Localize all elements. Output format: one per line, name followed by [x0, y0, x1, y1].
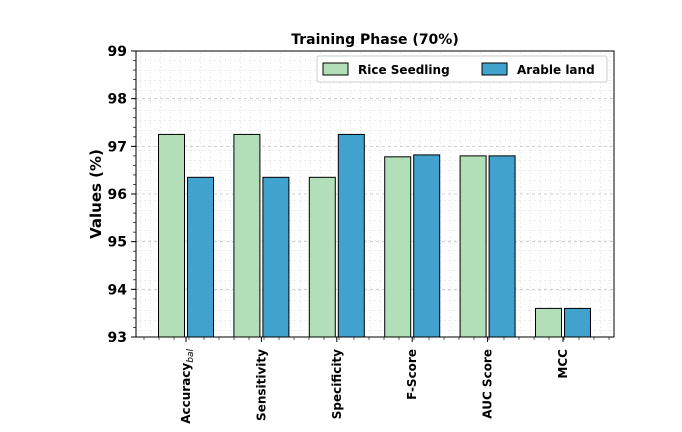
bar-arable-land — [488, 155, 516, 338]
y-tick-label: 99 — [108, 44, 127, 60]
legend-label-rice-seedling: Rice Seedling — [358, 63, 450, 77]
chart-title: Training Phase (70%) — [291, 32, 458, 48]
x-tick-label: F-Score — [405, 349, 419, 400]
x-tick-label: MCC — [556, 349, 570, 379]
bar-arable-land — [187, 176, 214, 338]
x-tick-label-text: Sensitivity — [254, 349, 268, 421]
y-axis-label: Values (%) — [87, 149, 105, 239]
x-tick-label: Specificity — [330, 349, 344, 419]
legend-label-arable-land: Arable land — [517, 63, 595, 77]
x-tick-label-text: MCC — [556, 349, 570, 379]
x-tick-label-text: Specificity — [330, 349, 344, 419]
y-tick-label: 94 — [108, 282, 128, 298]
y-axis: 93 94 95 96 97 98 99 — [108, 44, 136, 346]
bar-rice-seedling — [459, 155, 487, 338]
y-tick-label: 96 — [108, 187, 127, 203]
bar-arable-land — [564, 307, 591, 338]
bar-rice-seedling — [308, 176, 336, 338]
x-tick-label-subscript: bal — [186, 349, 196, 363]
bar-rice-seedling — [158, 133, 185, 338]
x-tick-label-text: Accuracy — [179, 363, 193, 424]
x-tick-label-text: F-Score — [405, 349, 419, 400]
legend-swatch-rice-seedling — [322, 62, 349, 76]
x-tick-label: Sensitivity — [254, 349, 268, 421]
y-tick-label: 93 — [108, 330, 127, 346]
y-tick-label: 98 — [108, 92, 127, 108]
y-tick-label: 97 — [108, 139, 127, 155]
legend-swatch-arable-land — [481, 62, 508, 76]
bar-rice-seedling — [233, 133, 261, 338]
x-tick-label: Accuracybal — [179, 349, 196, 424]
bar-arable-land — [262, 176, 290, 338]
legend: Rice Seedling Arable land — [316, 55, 608, 83]
y-tick-label: 95 — [108, 235, 127, 251]
x-tick-label: AUC Score — [481, 349, 495, 419]
x-tick-label-text: AUC Score — [481, 349, 495, 419]
bar-arable-land — [337, 133, 365, 338]
bar-rice-seedling — [535, 307, 562, 338]
bars — [158, 133, 591, 338]
bar-arable-land — [413, 154, 441, 338]
legend-box — [316, 55, 608, 83]
bar-rice-seedling — [384, 156, 412, 338]
x-axis: Accuracybal Sensitivity Specificity F-Score… — [143, 337, 610, 424]
